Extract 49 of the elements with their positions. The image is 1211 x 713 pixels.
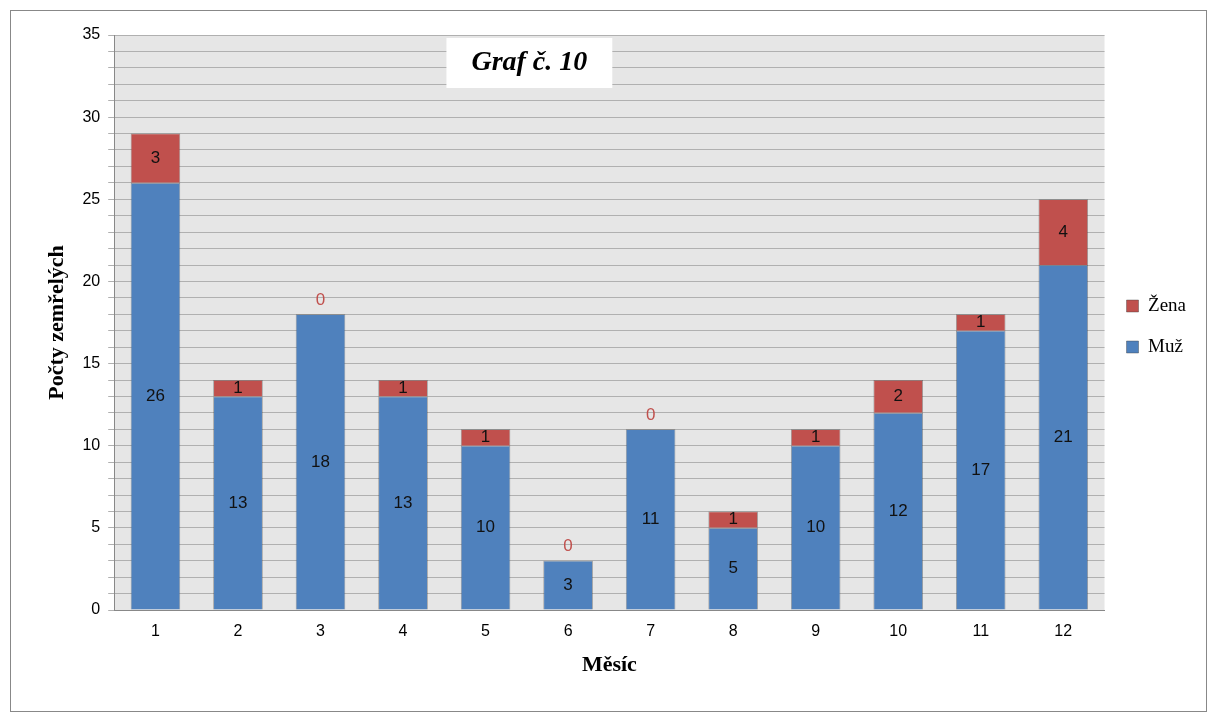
x-tick-label: 7	[646, 622, 656, 640]
data-label: 0	[645, 404, 656, 424]
data-label: 12	[888, 500, 908, 520]
data-label: 1	[398, 377, 408, 397]
data-label: 17	[971, 459, 991, 479]
data-label: 11	[641, 509, 660, 529]
y-tick-label: 25	[82, 189, 101, 207]
data-label: 3	[563, 574, 573, 594]
data-label: 10	[806, 517, 826, 537]
data-label: 1	[810, 427, 821, 447]
x-tick-label: 11	[972, 622, 990, 640]
data-label: 0	[315, 289, 326, 309]
data-label: 5	[728, 558, 738, 578]
x-tick-label: 3	[316, 622, 326, 640]
data-label: 1	[233, 377, 243, 397]
x-axis-title: Měsíc	[581, 650, 638, 676]
y-tick-label: 30	[82, 107, 101, 125]
data-label: 18	[311, 451, 330, 471]
y-tick-label: 10	[82, 436, 101, 454]
data-label: 1	[728, 509, 738, 529]
x-tick-label: 5	[481, 622, 491, 640]
data-label: 1	[976, 312, 986, 332]
legend-label: Muž	[1148, 334, 1183, 356]
data-label: 26	[146, 385, 165, 405]
y-axis-title: Počty zemřelých	[42, 245, 68, 400]
y-tick-label: 0	[91, 600, 101, 618]
data-label: 21	[1053, 426, 1073, 446]
data-label: 2	[893, 386, 903, 406]
y-tick-label: 20	[82, 271, 101, 289]
x-tick-label: 1	[151, 622, 161, 640]
data-label: 10	[476, 517, 496, 537]
chart-title: Graf č. 10	[471, 45, 588, 77]
data-label: 0	[563, 536, 573, 556]
x-tick-label: 12	[1054, 622, 1073, 640]
x-tick-label: 9	[811, 622, 821, 640]
y-tick-label: 15	[82, 353, 101, 371]
x-tick-label: 10	[889, 622, 908, 640]
data-label: 1	[480, 427, 491, 447]
legend-label: Žena	[1148, 293, 1187, 315]
x-tick-label: 4	[398, 622, 408, 640]
data-label: 13	[393, 492, 413, 512]
y-tick-label: 35	[82, 25, 101, 43]
data-label: 4	[1058, 221, 1068, 241]
x-tick-label: 2	[233, 622, 243, 640]
y-tick-label: 5	[91, 518, 101, 536]
x-tick-label: 6	[563, 622, 573, 640]
data-label: 3	[150, 147, 161, 167]
x-tick-label: 8	[728, 622, 738, 640]
data-label: 13	[228, 492, 248, 512]
